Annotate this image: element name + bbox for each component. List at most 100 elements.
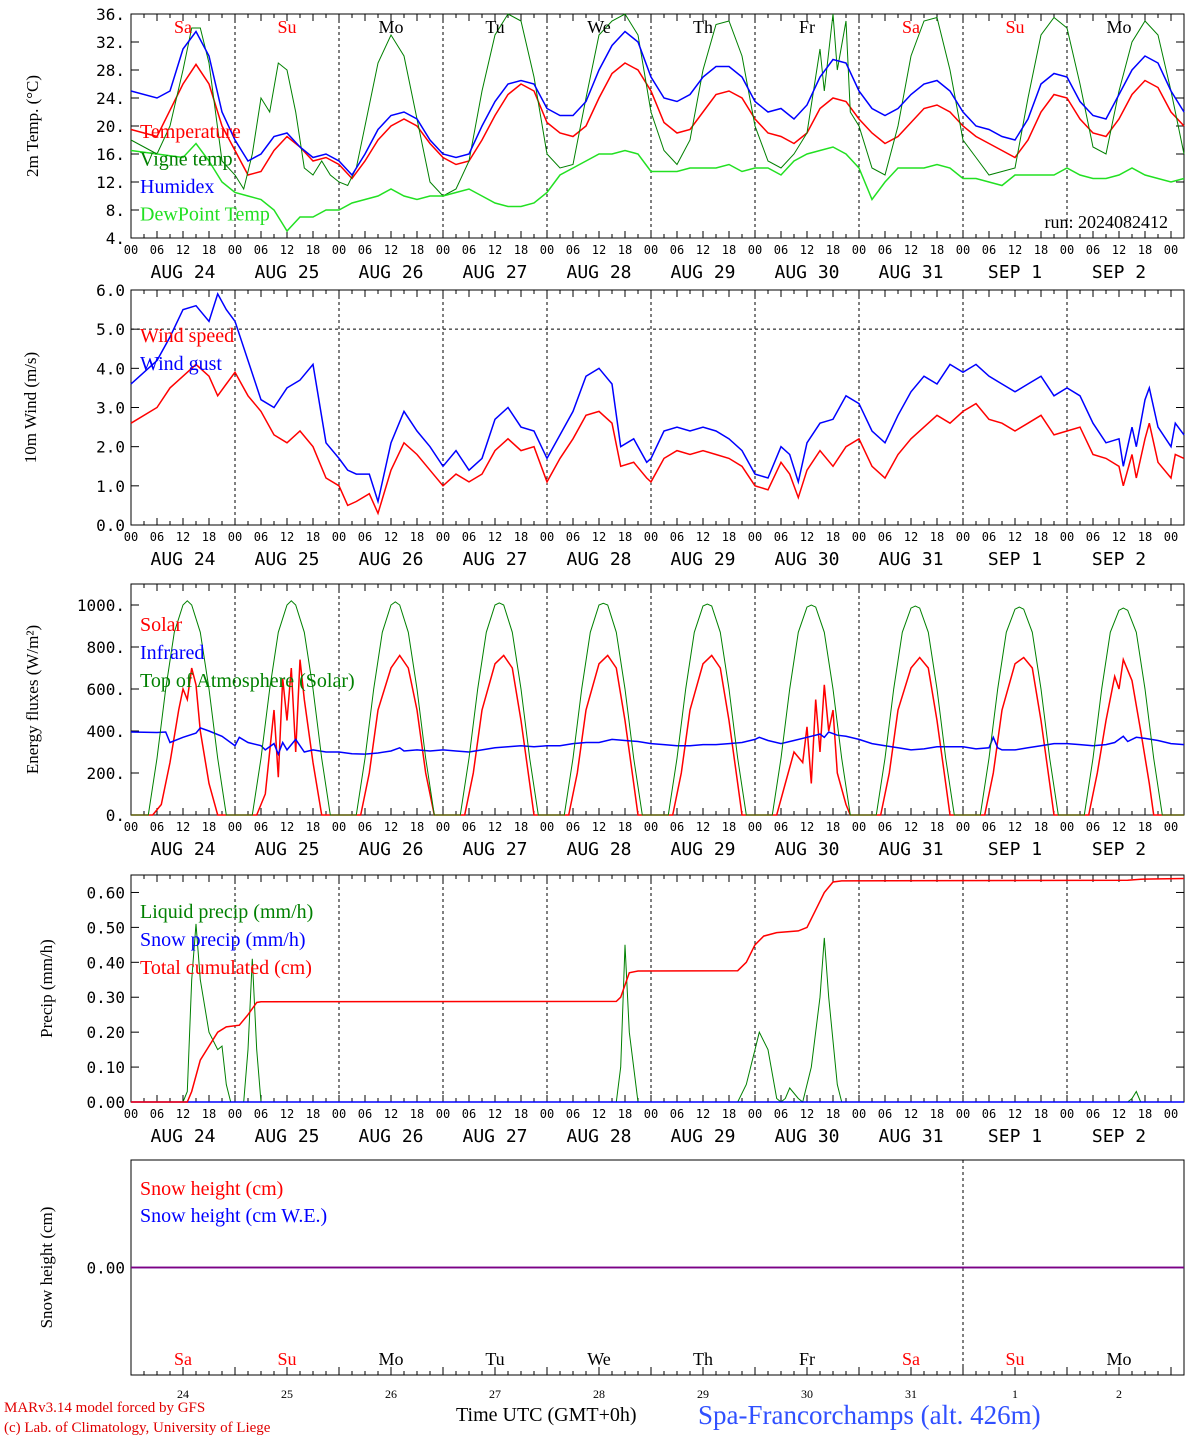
- date-label: SEP 1: [988, 549, 1042, 570]
- hour-tick-label: 12: [1112, 820, 1126, 834]
- hour-tick-label: 06: [566, 530, 580, 544]
- y-tick-label: 36.: [96, 5, 125, 24]
- hour-tick-label: 06: [358, 243, 372, 257]
- plot-frame: [130, 13, 1185, 239]
- legend-entry-wind-gust: Wind gust: [140, 353, 222, 375]
- date-label: AUG 24: [150, 839, 215, 860]
- date-label: AUG 27: [462, 549, 527, 570]
- y-tick-label: 0.50: [86, 918, 125, 937]
- hour-tick-label: 00: [540, 243, 554, 257]
- hour-tick-label: 12: [800, 1107, 814, 1121]
- hour-tick-label: 00: [1164, 820, 1178, 834]
- hour-tick-label: 00: [228, 530, 242, 544]
- day-number-label: 27: [489, 1387, 501, 1401]
- hour-tick-label: 06: [774, 820, 788, 834]
- hour-tick-label: 00: [748, 1107, 762, 1121]
- hour-tick-label: 00: [436, 243, 450, 257]
- hour-tick-label: 00: [228, 1107, 242, 1121]
- hour-tick-label: 06: [1086, 820, 1100, 834]
- y-tick-label: 20.: [96, 117, 125, 136]
- date-label: AUG 31: [878, 1126, 943, 1147]
- date-label: AUG 29: [670, 839, 735, 860]
- legend-entry-wind-speed: Wind speed: [140, 325, 234, 347]
- hour-tick-label: 18: [1138, 820, 1152, 834]
- hour-tick-label: 00: [124, 820, 138, 834]
- hour-tick-label: 12: [1112, 1107, 1126, 1121]
- hour-tick-label: 18: [930, 243, 944, 257]
- series-line-total-cumulated-cm: [131, 877, 1185, 1103]
- hour-tick-label: 06: [462, 820, 476, 834]
- y-tick-label: 3.0: [96, 399, 125, 418]
- hour-tick-label: 06: [358, 530, 372, 544]
- hour-tick-label: 18: [306, 820, 320, 834]
- hour-tick-label: 18: [722, 1107, 736, 1121]
- y-tick-label: 5.0: [96, 320, 125, 339]
- y-tick-label: 600.: [86, 680, 125, 699]
- hour-tick-label: 18: [722, 820, 736, 834]
- hour-tick-label: 00: [956, 530, 970, 544]
- date-label: SEP 1: [988, 1126, 1042, 1147]
- y-tick-label: 2.0: [96, 438, 125, 457]
- hour-tick-label: 18: [930, 1107, 944, 1121]
- hour-tick-label: 12: [280, 243, 294, 257]
- y-tick-label: 0.20: [86, 1023, 125, 1042]
- weekday-label: Su: [1005, 17, 1024, 37]
- date-label: AUG 26: [358, 839, 423, 860]
- hour-tick-label: 18: [722, 243, 736, 257]
- hour-tick-label: 12: [696, 1107, 710, 1121]
- hour-tick-label: 12: [1112, 530, 1126, 544]
- station-name: Spa-Francorchamps (alt. 426m): [698, 1400, 1041, 1430]
- hour-tick-label: 12: [176, 530, 190, 544]
- date-label: AUG 27: [462, 839, 527, 860]
- date-label: AUG 26: [358, 262, 423, 283]
- date-label: AUG 29: [670, 1126, 735, 1147]
- hour-tick-label: 06: [1086, 530, 1100, 544]
- legend-entry-humidex: Humidex: [140, 176, 214, 198]
- weekday-label: Sa: [902, 17, 920, 37]
- hour-tick-label: 06: [462, 1107, 476, 1121]
- hour-tick-label: 00: [1164, 530, 1178, 544]
- hour-tick-label: 00: [748, 530, 762, 544]
- hour-tick-label: 06: [878, 243, 892, 257]
- hour-tick-label: 18: [930, 530, 944, 544]
- run-label: run: 2024082412: [1045, 212, 1169, 232]
- hour-tick-label: 12: [488, 243, 502, 257]
- date-label: AUG 30: [774, 839, 839, 860]
- date-label: AUG 27: [462, 262, 527, 283]
- hour-tick-label: 18: [1034, 820, 1048, 834]
- y-tick-label: 0.10: [86, 1058, 125, 1077]
- hour-tick-label: 12: [904, 243, 918, 257]
- date-label: AUG 24: [150, 549, 215, 570]
- hour-tick-label: 00: [332, 820, 346, 834]
- date-label: SEP 2: [1092, 1126, 1146, 1147]
- hour-tick-label: 00: [436, 1107, 450, 1121]
- hour-tick-label: 06: [774, 1107, 788, 1121]
- hour-tick-label: 12: [488, 1107, 502, 1121]
- y-tick-label: 0.60: [86, 883, 125, 902]
- hour-tick-label: 12: [280, 820, 294, 834]
- hour-tick-label: 06: [254, 820, 268, 834]
- series-line-vigne-temp: [130, 13, 1185, 197]
- hour-tick-label: 12: [592, 243, 606, 257]
- weekday-label: Su: [277, 1349, 296, 1369]
- panel-5: 0.00 Snow height (cm) Snow height (cm) Snow…: [37, 1159, 1185, 1401]
- date-label: AUG 28: [566, 1126, 631, 1147]
- y-tick-label: 24.: [96, 89, 125, 108]
- date-label: SEP 2: [1092, 262, 1146, 283]
- hour-tick-label: 06: [670, 1107, 684, 1121]
- hour-tick-label: 06: [982, 820, 996, 834]
- hour-tick-label: 18: [826, 530, 840, 544]
- hour-tick-label: 00: [644, 530, 658, 544]
- weekday-label: Su: [1005, 1349, 1024, 1369]
- plot-frame: [130, 289, 1185, 526]
- y-tick-label: 16.: [96, 145, 125, 164]
- y-axis-label: Energy fluxes (W/m²): [23, 625, 42, 774]
- series-line-wind-speed: [130, 363, 1185, 516]
- day-number-label: 1: [1012, 1387, 1018, 1401]
- hour-tick-label: 18: [618, 530, 632, 544]
- hour-tick-label: 00: [956, 820, 970, 834]
- hour-tick-label: 12: [1008, 820, 1022, 834]
- y-tick-label: 4.0: [96, 359, 125, 378]
- hour-tick-label: 00: [956, 1107, 970, 1121]
